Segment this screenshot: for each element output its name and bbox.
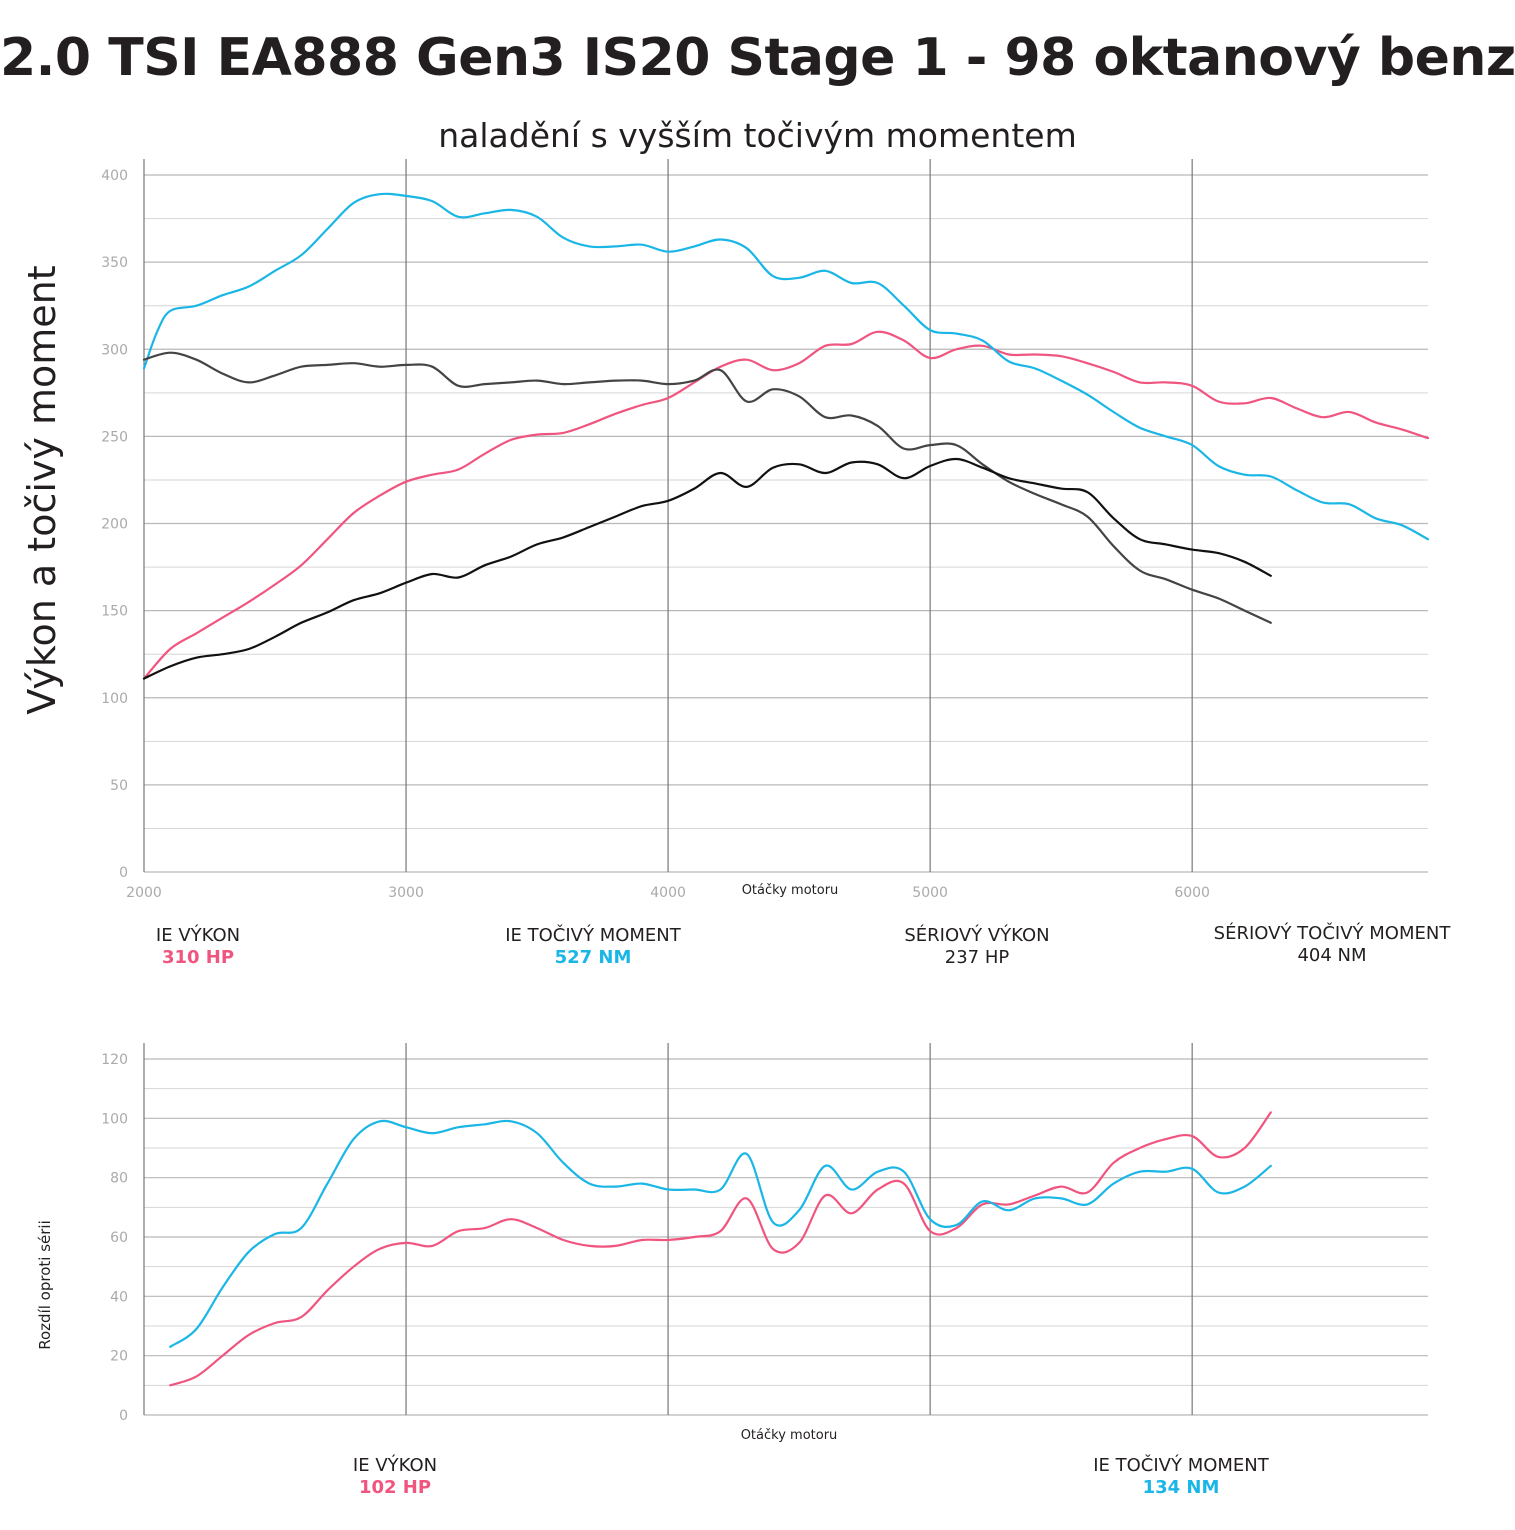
y-tick-label: 0 — [119, 865, 128, 881]
legend-stock-torque-value: 404 NM — [1297, 945, 1367, 966]
y-tick-label: 50 — [110, 778, 128, 794]
x-tick-label: 4000 — [650, 885, 686, 901]
y-tick-label: 20 — [110, 1349, 128, 1365]
legend-ie-power: IE VÝKON 310 HP — [156, 925, 240, 969]
diff-legend-ie-power-value: 102 HP — [358, 1477, 432, 1498]
series-line-seriovy-tocivy-moment — [142, 351, 1272, 624]
legend-ie-torque-value: 527 NM — [554, 947, 632, 968]
legend-ie-torque-label: IE TOČIVÝ MOMENT — [505, 925, 681, 946]
y-tick-label: 120 — [101, 1052, 128, 1068]
y-tick-label: 400 — [101, 168, 128, 184]
y-tick-label: 60 — [110, 1230, 128, 1246]
x-tick-label: 5000 — [912, 885, 948, 901]
series-line-seriovy-vykon — [142, 457, 1272, 680]
x-tick-label: 3000 — [388, 885, 424, 901]
diff-legend-ie-power: IE VÝKON 102 HP — [353, 1455, 437, 1499]
series-line-ie-tocivy-moment — [169, 1119, 1272, 1348]
legend-ie-power-value: 310 HP — [161, 947, 235, 968]
series-line-ie-vykon — [142, 330, 1430, 680]
diff-legend-ie-torque: IE TOČIVÝ MOMENT 134 NM — [1093, 1455, 1269, 1499]
y-tick-label: 100 — [101, 1111, 128, 1127]
legend-stock-power-label: SÉRIOVÝ VÝKON — [904, 925, 1050, 946]
legend-ie-torque: IE TOČIVÝ MOMENT 527 NM — [505, 925, 681, 969]
diff-chart: 0 20 40 60 80 100 120 Otáčky motoru — [101, 1043, 1428, 1443]
y-tick-label: 80 — [110, 1171, 128, 1187]
page-subtitle: naladění s vyšším točivým momentem — [438, 116, 1077, 155]
y-tick-label: 350 — [101, 255, 128, 271]
y-tick-label: 0 — [119, 1408, 128, 1424]
legend-stock-power: SÉRIOVÝ VÝKON 237 HP — [904, 925, 1049, 969]
x-tick-label: 2000 — [126, 885, 162, 901]
page-title: 2.0 TSI EA888 Gen3 IS20 Stage 1 - 98 okt… — [0, 28, 1515, 88]
legend-stock-power-value: 237 HP — [944, 947, 1010, 968]
y-tick-label: 250 — [101, 429, 128, 445]
y-tick-label: 300 — [101, 342, 128, 358]
y-tick-label: 100 — [101, 691, 128, 707]
legend-ie-power-label: IE VÝKON — [155, 925, 241, 946]
x-tick-label: 6000 — [1174, 885, 1210, 901]
y-tick-label: 150 — [101, 604, 128, 620]
diff-legend-ie-torque-value: 134 NM — [1142, 1477, 1220, 1498]
legend-stock-torque: SÉRIOVÝ TOČIVÝ MOMENT 404 NM — [1214, 923, 1451, 967]
x-axis-label: Otáčky motoru — [742, 883, 839, 898]
y-tick-label: 200 — [101, 517, 128, 533]
series-line-ie-tocivy-moment — [142, 192, 1430, 541]
diff-legend-ie-power-label: IE VÝKON — [352, 1455, 438, 1476]
y-tick-label: 40 — [110, 1289, 128, 1305]
x-axis-label: Otáčky motoru — [741, 1428, 838, 1443]
diff-legend-ie-torque-label: IE TOČIVÝ MOMENT — [1093, 1455, 1269, 1476]
legend-stock-torque-label: SÉRIOVÝ TOČIVÝ MOMENT — [1213, 923, 1451, 944]
series-line-ie-vykon — [169, 1111, 1272, 1387]
main-chart: 0 50 100 150 200 250 300 350 400 2000 3000 4000 5000… — [101, 159, 1430, 901]
